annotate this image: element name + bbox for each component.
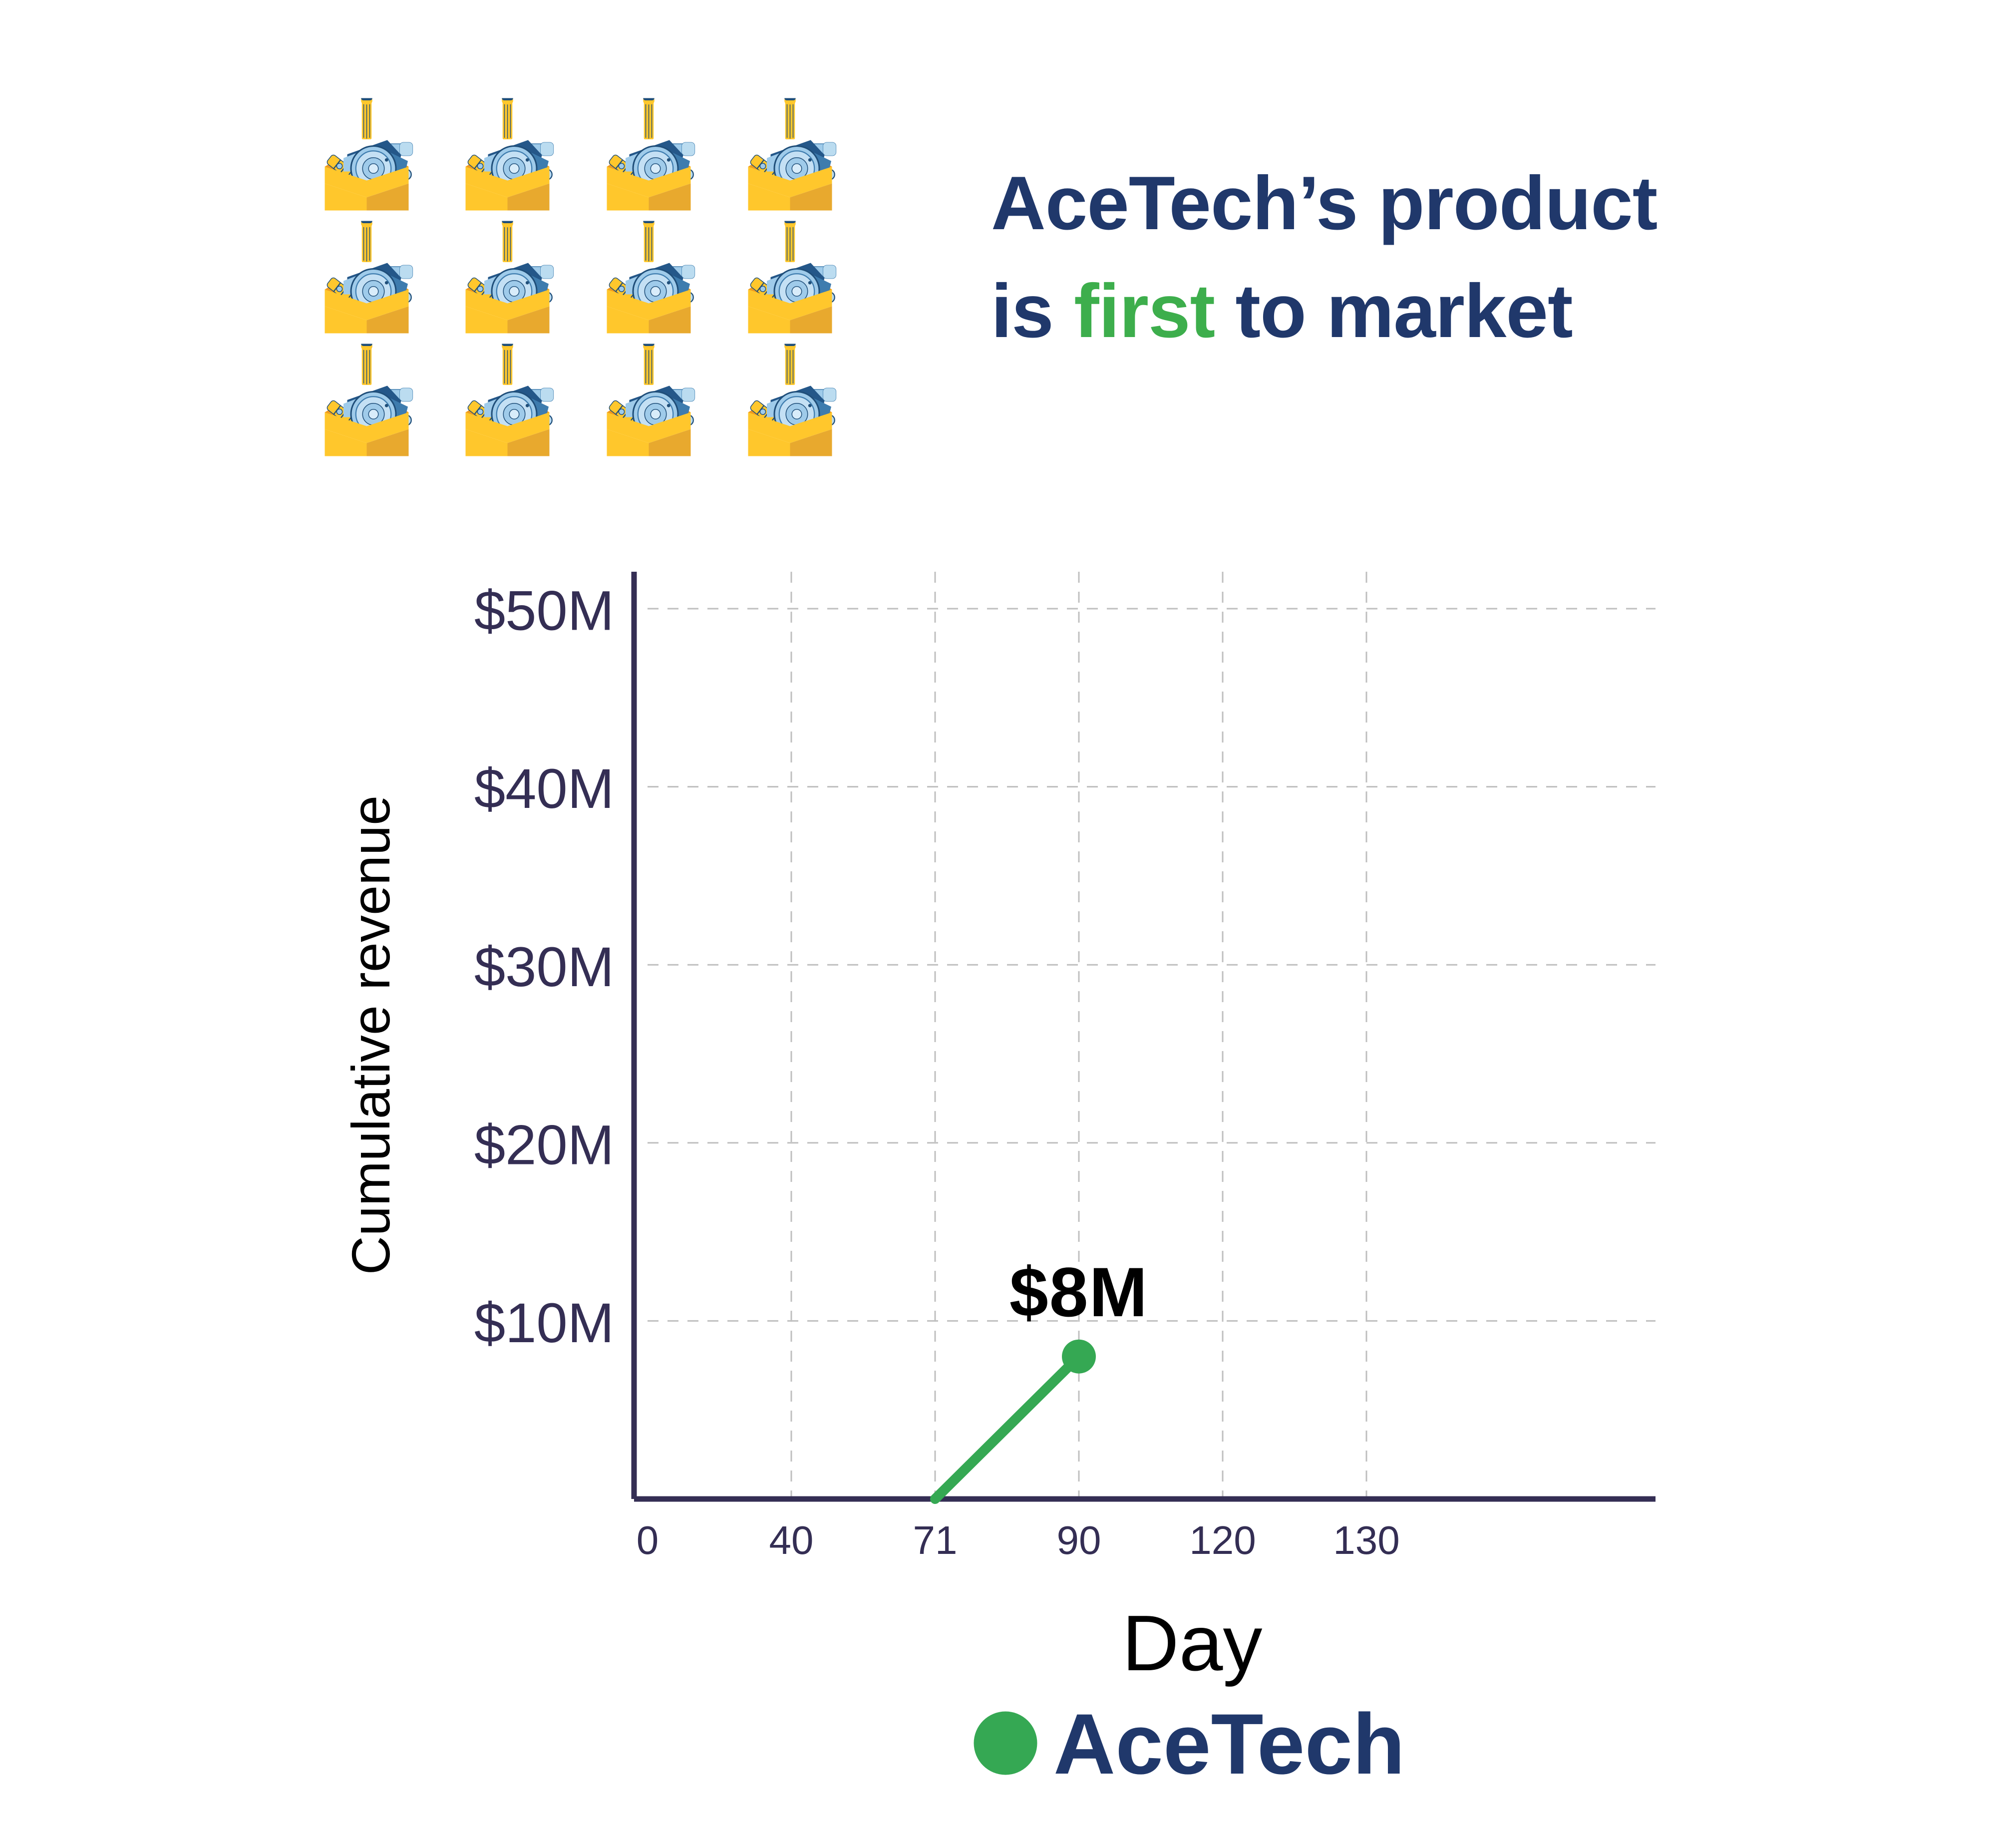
svg-text:$30M: $30M [474, 936, 614, 998]
svg-text:40: 40 [769, 1518, 814, 1562]
svg-text:Day: Day [1122, 1599, 1263, 1687]
svg-text:130: 130 [1333, 1518, 1399, 1562]
svg-text:Cumulative revenue: Cumulative revenue [340, 795, 401, 1275]
svg-text:$8M: $8M [1009, 1253, 1148, 1331]
svg-text:$40M: $40M [474, 757, 614, 820]
svg-text:$10M: $10M [474, 1292, 614, 1354]
svg-text:$20M: $20M [474, 1113, 614, 1176]
svg-text:0: 0 [637, 1518, 659, 1562]
svg-text:AceTech: AceTech [1053, 1696, 1405, 1792]
svg-text:71: 71 [913, 1518, 958, 1562]
svg-text:$50M: $50M [474, 580, 614, 642]
svg-text:120: 120 [1189, 1518, 1256, 1562]
svg-text:90: 90 [1057, 1518, 1101, 1562]
